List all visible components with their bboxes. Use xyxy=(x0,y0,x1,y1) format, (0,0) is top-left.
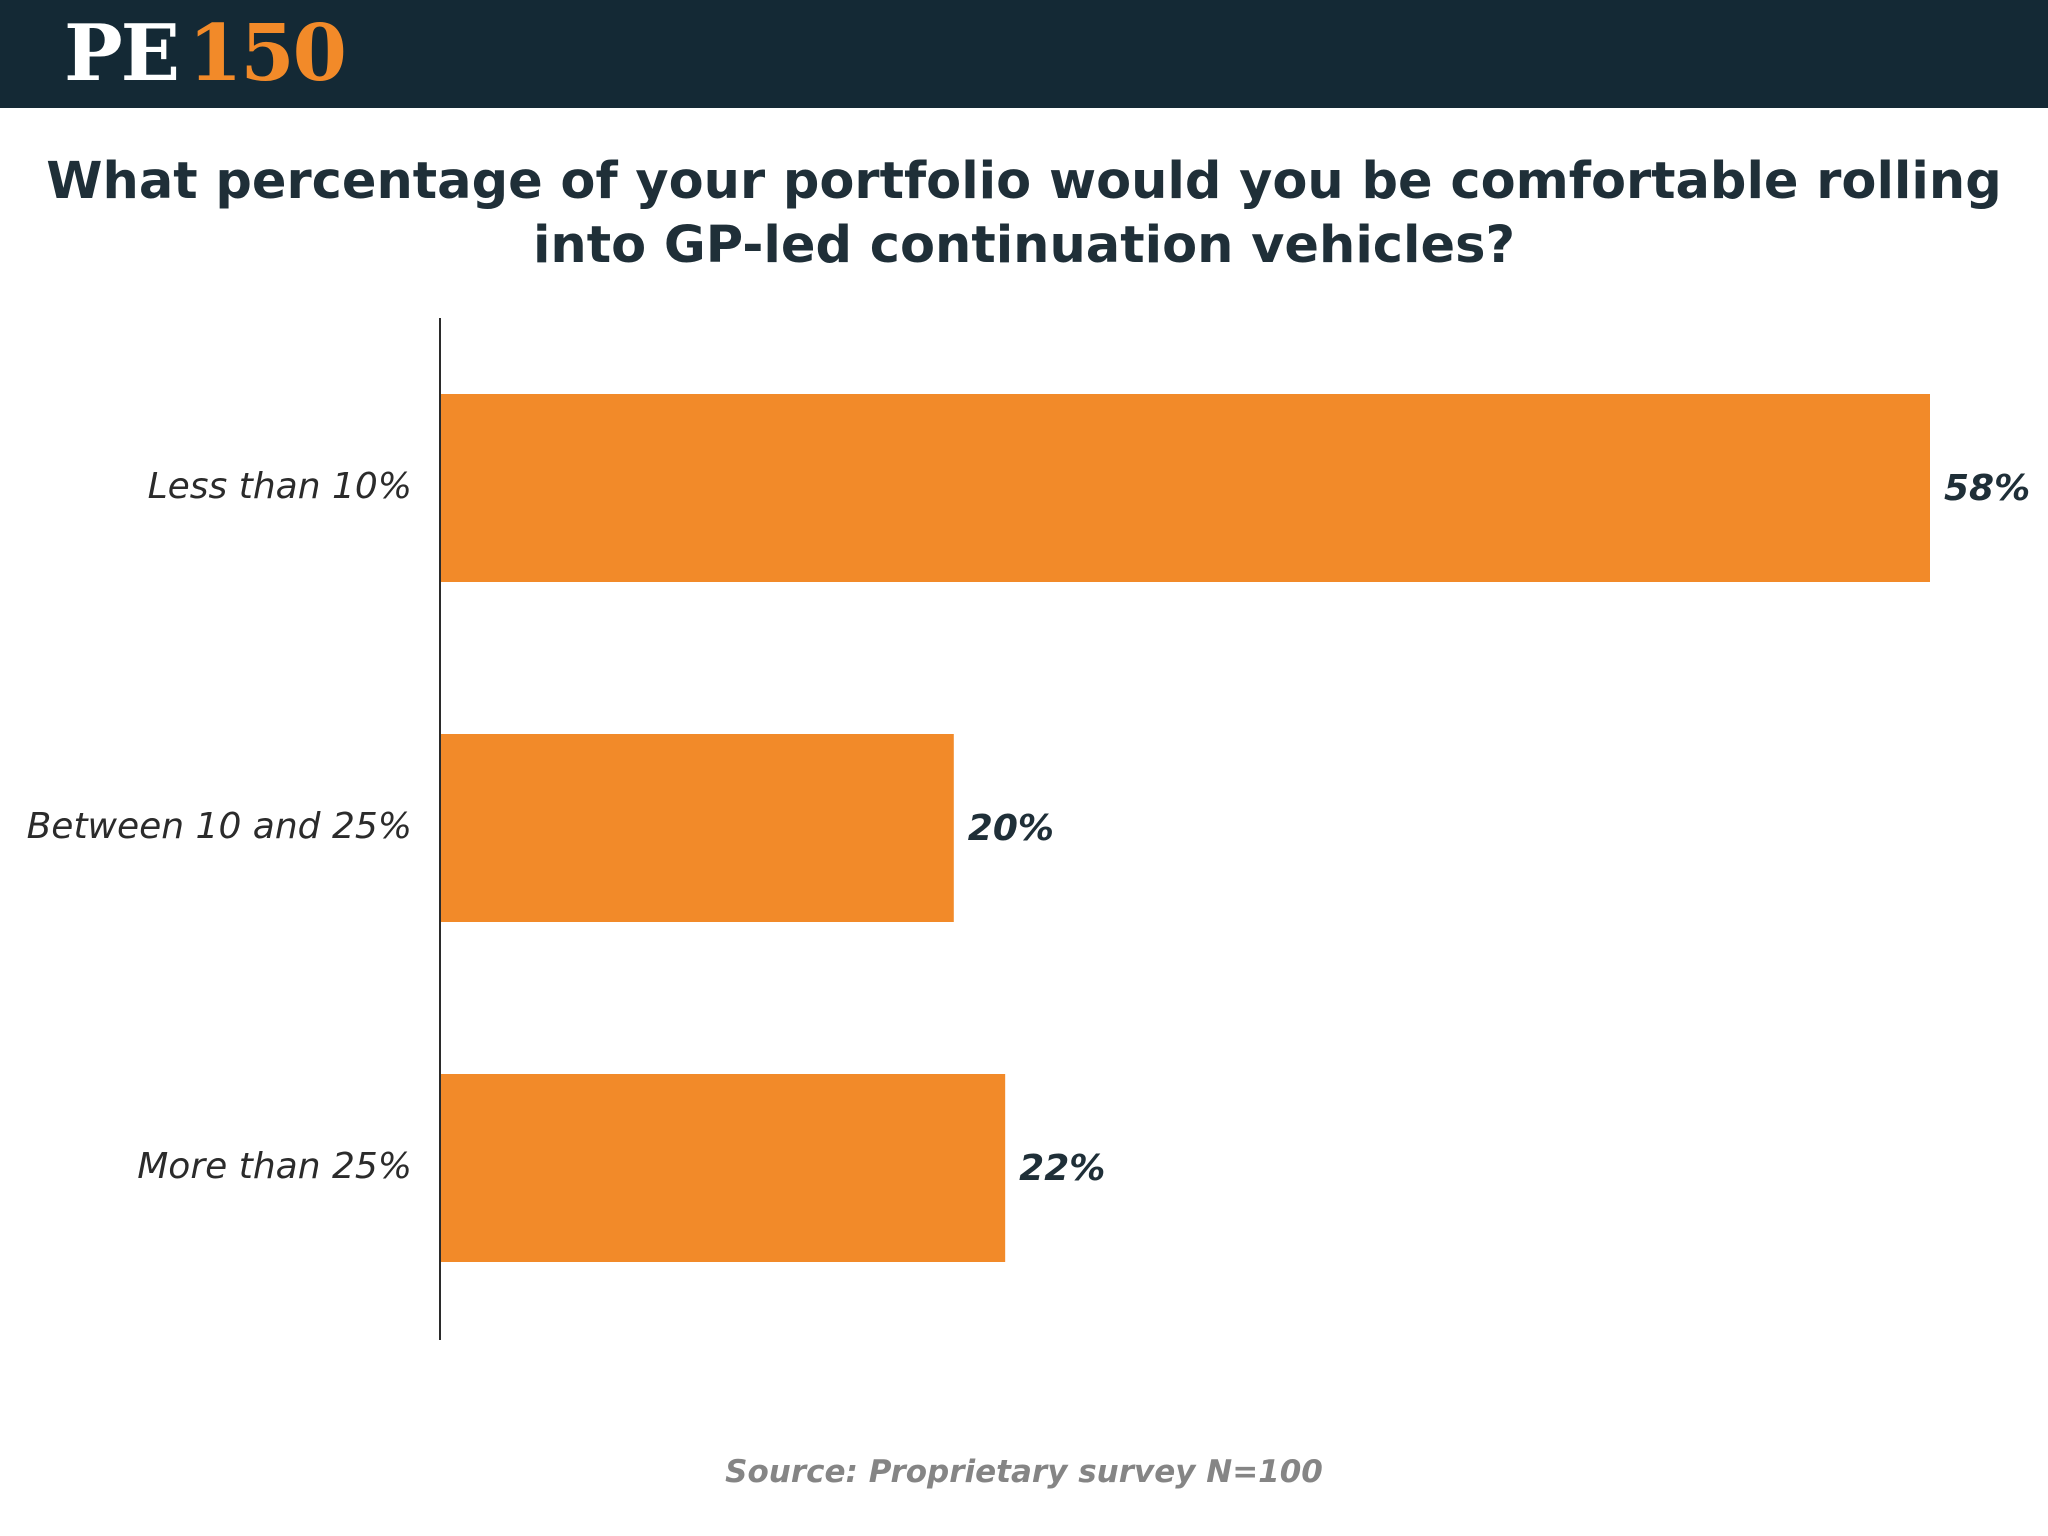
category-label-1: Between 10 and 25% xyxy=(27,806,412,847)
chart-title: What percentage of your portfolio would … xyxy=(46,152,2002,275)
value-label-0: 58% xyxy=(1944,468,2030,509)
category-label-2: More than 25% xyxy=(137,1146,412,1187)
bar-0 xyxy=(440,394,1930,582)
pe150-logo: PE 150 xyxy=(64,12,347,96)
source-note: Source: Proprietary survey N=100 xyxy=(725,1454,1323,1490)
logo-prefix: PE xyxy=(64,8,180,99)
value-label-2: 22% xyxy=(1019,1148,1105,1189)
bar-chart: Less than 10% 58% Between 10 and 25% 20% Mor… xyxy=(27,318,2030,1340)
logo-number: 150 xyxy=(188,8,347,99)
bars-layer: Less than 10% 58% Between 10 and 25% 20% Mor… xyxy=(27,394,2030,1262)
value-label-1: 20% xyxy=(968,808,1054,849)
bar-2 xyxy=(440,1074,1006,1262)
header-bar: PE 150 xyxy=(0,0,2048,108)
category-label-0: Less than 10% xyxy=(148,466,412,507)
bar-1 xyxy=(440,734,954,922)
